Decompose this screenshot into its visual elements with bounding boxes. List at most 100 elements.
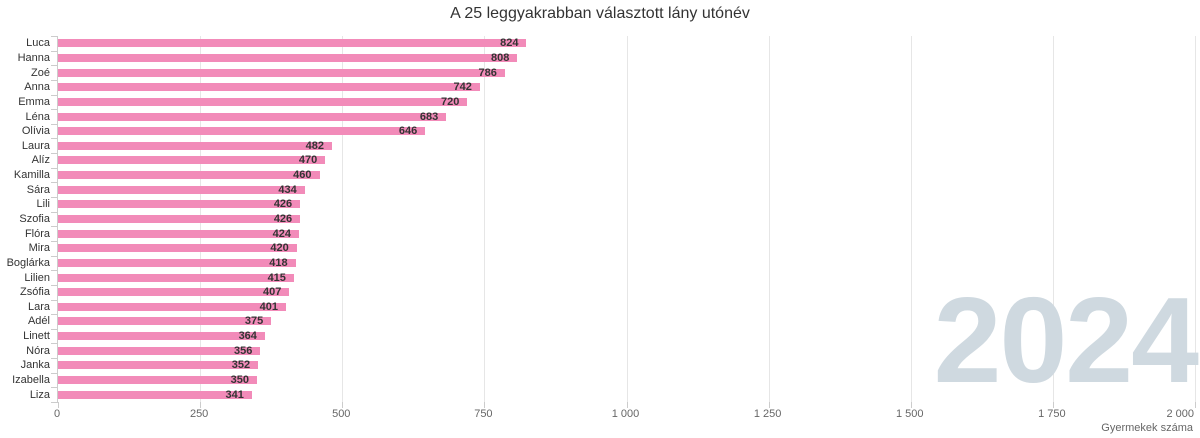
category-label: Szofia — [19, 213, 50, 225]
gridline — [1052, 36, 1054, 402]
bar-value-label: 426 — [273, 198, 293, 211]
x-axis-tick — [58, 402, 59, 408]
bar-linett[interactable]: 364 — [58, 330, 265, 343]
category-label: Luca — [26, 37, 50, 50]
bar-zoé[interactable]: 786 — [58, 66, 505, 79]
category-label: Zoé — [31, 66, 50, 79]
y-axis-tick — [51, 79, 58, 81]
x-axis-tick — [1052, 402, 1054, 408]
y-axis-tick — [51, 284, 58, 286]
bar-value-label: 482 — [305, 139, 325, 152]
x-axis-tick — [1195, 402, 1196, 408]
bar-sára[interactable]: 434 — [58, 183, 305, 196]
bar-hanna[interactable]: 808 — [58, 51, 518, 64]
bar-value-label: 683 — [419, 110, 439, 123]
bar-value-label: 356 — [234, 344, 253, 357]
bar-szofia[interactable]: 426 — [58, 213, 301, 225]
x-axis-tick — [484, 402, 486, 408]
bar-janka[interactable]: 352 — [58, 359, 259, 371]
bar-izabella[interactable]: 350 — [58, 374, 257, 387]
bar-row: 407 — [58, 285, 1195, 300]
bar-lara[interactable]: 401 — [58, 300, 286, 313]
category-label: Janka — [20, 359, 50, 372]
y-axis-tick — [51, 50, 58, 52]
bar-value-label: 786 — [478, 66, 497, 79]
chart-title: A 25 leggyakrabban választott lány utóné… — [450, 5, 750, 22]
category-label: Linett — [23, 330, 50, 343]
bar-liza[interactable]: 341 — [58, 388, 252, 401]
bar-value-label: 401 — [259, 300, 278, 313]
category-label: Mira — [28, 242, 50, 255]
bar-value-label: 420 — [270, 242, 289, 255]
gridline — [1195, 36, 1196, 402]
bar-flóra[interactable]: 424 — [58, 228, 300, 240]
bar-value-label: 470 — [298, 154, 318, 167]
bar-zsófia[interactable]: 407 — [58, 286, 290, 298]
y-axis-tick — [51, 343, 58, 345]
y-axis-labels: Luca Hanna Zoé Anna Emma Léna Olívia Laura Alíz K… — [0, 36, 50, 402]
category-label: Nóra — [26, 344, 50, 357]
x-axis-title: Gyermekek száma — [1101, 422, 1193, 434]
bar-boglárka[interactable]: 418 — [58, 257, 296, 269]
bar-value-label: 434 — [278, 183, 297, 196]
y-axis-tick — [51, 226, 58, 228]
bar-row: 786 — [58, 65, 1195, 80]
x-tick-label: 250 — [189, 408, 209, 420]
x-tick-label: 1 250 — [753, 408, 782, 420]
category-label: Anna — [24, 81, 50, 94]
bar-row: 470 — [58, 153, 1195, 168]
bar-row: 720 — [58, 95, 1195, 110]
bar-value-label: 808 — [490, 51, 510, 64]
bar-anna[interactable]: 742 — [58, 81, 480, 94]
bar-value-label: 646 — [398, 125, 418, 138]
y-axis-tick — [51, 167, 58, 169]
x-tick-label: 1 750 — [1038, 408, 1066, 420]
y-axis-tick — [51, 358, 58, 360]
bar-value-label: 742 — [453, 81, 472, 94]
x-axis-tick — [200, 402, 202, 408]
bar-kamilla[interactable]: 460 — [58, 169, 320, 182]
y-axis-tick — [51, 270, 58, 272]
bar-lili[interactable]: 426 — [58, 198, 301, 211]
category-label: Lili — [36, 198, 50, 211]
bar-léna[interactable]: 683 — [58, 110, 447, 123]
bar-mira[interactable]: 420 — [58, 242, 297, 255]
category-label: Olívia — [21, 125, 50, 138]
y-axis-tick — [51, 36, 58, 37]
bar-value-label: 824 — [500, 37, 519, 50]
bar-row: 364 — [58, 329, 1195, 344]
category-label: Sára — [26, 183, 50, 196]
x-axis-tick — [768, 402, 770, 408]
bar-laura[interactable]: 482 — [58, 139, 333, 152]
y-axis-tick — [51, 197, 58, 199]
bar-emma[interactable]: 720 — [58, 95, 468, 108]
bar-value-label: 350 — [230, 374, 249, 387]
bar-alíz[interactable]: 470 — [58, 154, 326, 167]
bar-value-label: 426 — [273, 213, 293, 225]
bar-row: 415 — [58, 270, 1195, 285]
watermark-year: 2024 — [933, 271, 1199, 408]
bar-value-label: 341 — [225, 388, 244, 401]
bar-row: 350 — [58, 373, 1195, 388]
bar-adél[interactable]: 375 — [58, 315, 272, 327]
bar-lilien[interactable]: 415 — [58, 272, 294, 284]
bar-row: 426 — [58, 212, 1195, 227]
category-label: Léna — [25, 110, 50, 123]
bar-row: 352 — [58, 358, 1195, 373]
bar-olívia[interactable]: 646 — [58, 125, 426, 138]
bars-container: 824 808 786 742 720 683 646 482 470 460 434 426 426 4… — [58, 36, 1195, 402]
bar-value-label: 460 — [293, 169, 312, 182]
bar-row: 742 — [58, 80, 1195, 95]
category-label: Emma — [18, 95, 50, 108]
category-label: Boglárka — [6, 256, 50, 269]
bar-row: 426 — [58, 197, 1195, 212]
bar-row: 418 — [58, 256, 1195, 271]
category-label: Hanna — [17, 51, 50, 64]
bar-nóra[interactable]: 356 — [58, 344, 261, 357]
bar-luca[interactable]: 824 — [58, 37, 527, 50]
bar-row: 356 — [58, 343, 1195, 358]
bar-value-label: 364 — [238, 330, 257, 343]
category-label: Alíz — [31, 154, 50, 167]
bar-value-label: 720 — [440, 95, 460, 108]
